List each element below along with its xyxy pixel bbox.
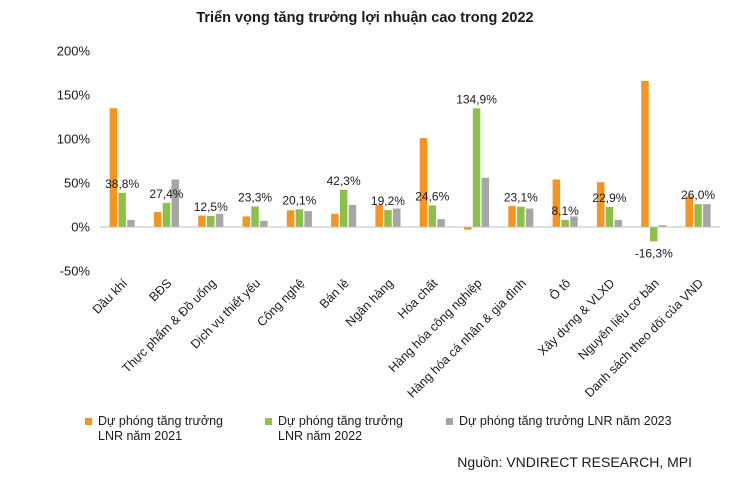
x-tick-label: Ngân hàng [343, 276, 396, 329]
legend-item-2022: Dự phóng tăng trưởng LNR năm 2022 [265, 414, 430, 444]
bar [464, 227, 472, 230]
legend-label-2021: Dự phóng tăng trưởng LNR năm 2021 [98, 414, 224, 443]
y-tick-label: 0% [71, 220, 90, 235]
data-label: 27,4% [149, 187, 183, 201]
bar [419, 138, 428, 227]
legend-item-2021: Dự phóng tăng trưởng LNR năm 2021 [85, 414, 250, 444]
bar [251, 206, 259, 227]
bar [694, 204, 702, 227]
bar [596, 182, 605, 227]
x-tick-label: Bán lẻ [317, 276, 352, 311]
y-axis: -50% 0% 50% 100% 150% 200% [57, 44, 91, 279]
bar [472, 108, 481, 227]
bar [525, 208, 534, 227]
y-tick-label: 150% [57, 88, 91, 103]
x-tick-label: Ô tô [546, 275, 573, 302]
x-tick-label: Xây dựng & VLXD [535, 276, 617, 358]
source-note: Nguồn: VNDIRECT RESEARCH, MPI [457, 454, 692, 470]
bar [508, 205, 516, 227]
bar [384, 210, 392, 227]
legend-label-2022: Dự phóng tăng trưởng LNR năm 2022 [278, 414, 404, 443]
bar [118, 192, 126, 227]
bar [153, 212, 162, 227]
x-tick-label: Hóa chất [395, 276, 441, 322]
x-tick-label: Dầu khí [90, 276, 131, 317]
data-label: 8,1% [551, 204, 579, 218]
bar [171, 179, 179, 227]
bar [481, 177, 490, 227]
data-label: 42,3% [327, 174, 361, 188]
bar [428, 205, 436, 227]
data-label: 22,9% [592, 191, 626, 205]
x-tick-label: BĐS [146, 276, 174, 304]
y-tick-label: 100% [57, 132, 91, 147]
bar [650, 227, 658, 242]
data-label: 20,1% [282, 193, 316, 207]
bar [242, 216, 250, 227]
bar [517, 206, 525, 227]
bar [348, 205, 357, 227]
bar [162, 202, 171, 227]
legend-swatch-2022 [265, 418, 272, 425]
bar [207, 216, 215, 227]
y-tick-label: 200% [57, 44, 91, 59]
data-label: 24,6% [415, 189, 449, 203]
bar [393, 208, 401, 227]
bar [127, 219, 135, 227]
bar [331, 213, 339, 227]
bars [109, 80, 711, 242]
bar [375, 205, 383, 227]
bar [703, 204, 711, 227]
y-tick-label: -50% [60, 264, 91, 279]
bar [215, 213, 224, 227]
y-tick-label: 50% [64, 176, 90, 191]
data-label: 12,5% [194, 200, 228, 214]
bar [570, 216, 578, 227]
bar [295, 209, 304, 227]
x-tick-label: Nguyên liệu cơ bản [575, 276, 661, 362]
data-label: 134,9% [456, 92, 497, 106]
data-label: 23,3% [238, 191, 272, 205]
bar [641, 80, 649, 227]
legend-swatch-2023 [446, 418, 453, 425]
legend-label-2023: Dự phóng tăng trưởng LNR năm 2023 [459, 414, 672, 428]
x-tick-label: Công nghệ [254, 276, 307, 329]
bar-chart: -50% 0% 50% 100% 150% 200% 38,8% 27,4% 12,5% 23,… [57, 44, 721, 401]
data-label: -16,3% [635, 246, 673, 260]
legend-swatch-2021 [85, 418, 92, 425]
data-label: 19,2% [371, 194, 405, 208]
bar [260, 220, 268, 227]
bar [561, 219, 569, 227]
bar [198, 215, 206, 227]
bar [437, 219, 445, 227]
bar [614, 219, 622, 227]
data-labels: 38,8% 27,4% 12,5% 23,3% 20,1% 42,3% 19,2% 24,6%… [105, 92, 715, 260]
data-label: 26,0% [681, 188, 715, 202]
bar [339, 189, 348, 227]
bar [552, 179, 561, 227]
bar [605, 206, 614, 227]
bar [304, 211, 312, 227]
data-label: 38,8% [105, 177, 139, 191]
bar [286, 210, 295, 227]
bar [109, 108, 118, 227]
bar [685, 196, 693, 227]
bar [658, 225, 667, 227]
chart-title: Triển vọng tăng trưởng lợi nhuận cao tro… [196, 10, 534, 26]
legend-item-2023: Dự phóng tăng trưởng LNR năm 2023 [446, 414, 716, 429]
data-label: 23,1% [504, 191, 538, 205]
